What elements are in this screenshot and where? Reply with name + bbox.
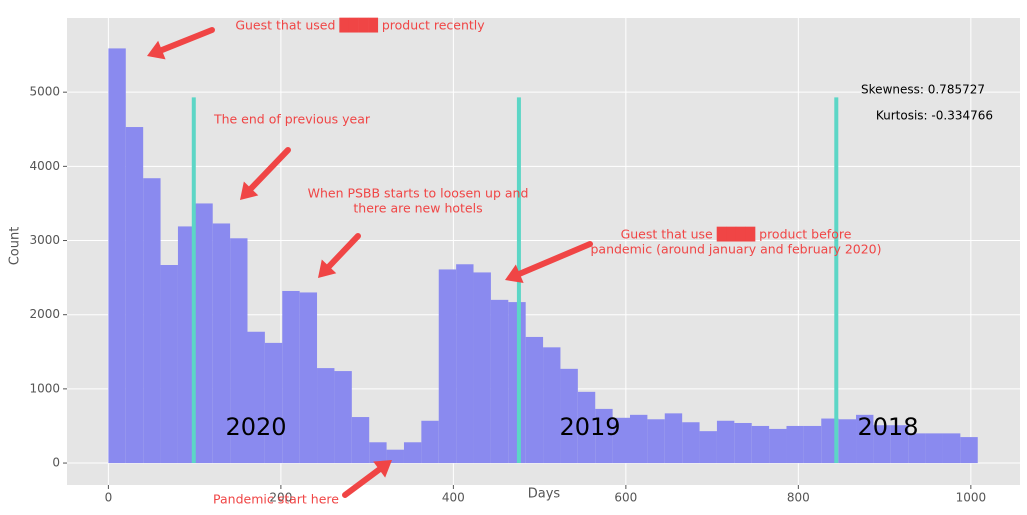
arrow-head xyxy=(505,264,524,283)
bar xyxy=(386,449,404,464)
bar xyxy=(143,178,161,464)
bar xyxy=(664,413,683,464)
bar xyxy=(699,431,717,464)
arrow-shaft xyxy=(326,233,361,270)
bar xyxy=(786,425,804,464)
annotation: there are new hotels xyxy=(353,201,482,216)
bar xyxy=(317,368,335,464)
bar xyxy=(612,417,631,464)
x-tick-label: 400 xyxy=(442,491,465,505)
bar xyxy=(369,442,387,464)
bar xyxy=(890,425,909,464)
annotation: When PSBB starts to loosen up and xyxy=(308,186,529,201)
x-axis-label: Days xyxy=(528,487,561,502)
bar xyxy=(456,264,474,464)
year-label: 2020 xyxy=(225,413,286,441)
arrow-head xyxy=(147,40,166,60)
bar xyxy=(160,264,178,464)
bar xyxy=(247,331,265,464)
bar xyxy=(473,272,491,464)
bar xyxy=(195,203,213,464)
arrow-shaft xyxy=(248,147,291,192)
bar xyxy=(125,127,144,464)
bar xyxy=(421,420,439,464)
bar xyxy=(264,342,283,464)
bar xyxy=(682,422,700,464)
y-axis-label: Count xyxy=(8,227,23,266)
bar xyxy=(577,391,596,464)
bar xyxy=(595,408,613,464)
bar xyxy=(282,290,300,464)
arrow-head xyxy=(240,181,259,200)
bar xyxy=(230,238,248,464)
y-tick-label: 4000 xyxy=(29,159,60,173)
bar xyxy=(212,223,231,464)
x-tick-label: 0 xyxy=(105,491,113,505)
x-tick-label: 800 xyxy=(787,491,810,505)
bar xyxy=(751,425,770,464)
stat-label: Kurtosis: -0.334766 xyxy=(876,109,993,123)
bar xyxy=(177,226,196,464)
annotation: pandemic (around january and february 20… xyxy=(590,242,881,257)
y-tick-label: 1000 xyxy=(29,381,60,395)
bar xyxy=(630,414,648,464)
bar xyxy=(821,418,839,464)
arrow-head xyxy=(318,259,337,278)
year-label: 2018 xyxy=(857,413,918,441)
arrow-shaft xyxy=(342,466,383,498)
bar xyxy=(942,433,961,464)
bar xyxy=(351,417,370,464)
y-tick-label: 3000 xyxy=(29,233,60,247)
bar xyxy=(856,414,874,464)
stat-label: Skewness: 0.785727 xyxy=(861,83,985,97)
bar xyxy=(334,371,352,464)
bar xyxy=(925,433,943,464)
bar xyxy=(525,336,544,464)
bar xyxy=(438,269,457,464)
x-tick-label: 200 xyxy=(269,491,292,505)
bar xyxy=(403,442,422,464)
bar xyxy=(490,299,509,464)
bar xyxy=(560,368,578,464)
annotation: Guest that used ████ product recently xyxy=(235,18,485,34)
y-tick-label: 2000 xyxy=(29,307,60,321)
bar xyxy=(908,433,926,464)
bar xyxy=(716,420,735,464)
bar xyxy=(734,422,752,464)
y-tick-label: 0 xyxy=(52,456,60,470)
bar xyxy=(873,425,891,464)
year-label: 2019 xyxy=(559,413,620,441)
arrow-shaft xyxy=(516,241,593,277)
y-tick-label: 5000 xyxy=(29,85,60,99)
bar xyxy=(108,48,126,464)
bar xyxy=(769,428,787,464)
annotation: Pandemic start here xyxy=(213,492,339,507)
bar xyxy=(838,419,857,464)
bar xyxy=(647,419,665,464)
annotation: The end of previous year xyxy=(213,112,371,127)
x-tick-label: 1000 xyxy=(956,491,987,505)
bar xyxy=(299,292,318,464)
bar xyxy=(803,425,822,464)
x-tick-label: 600 xyxy=(614,491,637,505)
bar xyxy=(960,437,978,464)
arrow-shaft xyxy=(158,27,215,54)
arrow-head xyxy=(373,460,392,478)
annotation: Guest that use ████ product before xyxy=(621,227,852,243)
bar xyxy=(543,347,561,464)
